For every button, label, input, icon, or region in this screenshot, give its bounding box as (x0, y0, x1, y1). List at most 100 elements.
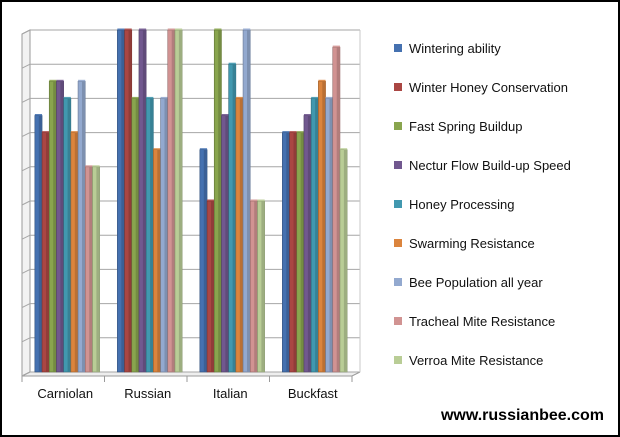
bar (325, 96, 334, 373)
bar-top (282, 131, 290, 133)
bar-top (257, 199, 265, 201)
bar-top (214, 28, 222, 30)
bar-top (303, 114, 312, 116)
bar (117, 28, 125, 373)
bar-shade (128, 30, 132, 372)
bar-shade (135, 98, 139, 373)
bar-top (296, 131, 304, 133)
legend-label: Fast Spring Buildup (409, 118, 523, 134)
bar-shade (315, 98, 319, 373)
gridline-depth (21, 303, 31, 309)
bar-top (56, 79, 64, 82)
bar-top (63, 96, 71, 99)
x-tick-label: Italian (213, 386, 248, 401)
bar-shade (336, 47, 340, 372)
bar (332, 45, 341, 373)
gridline-depth (21, 200, 31, 206)
bar (131, 96, 140, 373)
legend-swatch (394, 356, 402, 364)
bar-top (92, 165, 100, 167)
gridline-depth (21, 29, 31, 35)
bar-shade (150, 98, 154, 373)
bar-shade (142, 30, 147, 372)
bar (213, 28, 222, 373)
legend-item: Bee Population all year (394, 272, 543, 292)
legend-label: Swarming Resistance (409, 235, 535, 251)
legend-item: Fast Spring Buildup (394, 116, 522, 136)
bar-top (228, 62, 236, 65)
gridline-depth (21, 337, 31, 343)
bar-shade (225, 115, 229, 372)
bar-top (339, 148, 348, 150)
bar-top (250, 199, 258, 201)
bar-top (325, 96, 333, 99)
bar (310, 96, 319, 373)
bar-top (160, 96, 168, 99)
bar (145, 96, 154, 373)
bar-shade (164, 98, 168, 373)
bar-shade (46, 132, 50, 372)
legend-swatch (394, 239, 402, 247)
gridline-depth (21, 63, 31, 69)
bar (160, 96, 169, 373)
bar-top (85, 165, 93, 167)
gridline-depth (21, 371, 31, 377)
bar-top (78, 79, 86, 82)
bar-shade (178, 30, 183, 372)
bar-top (235, 96, 244, 99)
bar-top (117, 28, 125, 30)
bar (235, 96, 244, 373)
legend-item: Winter Honey Conservation (394, 77, 568, 97)
bar (296, 131, 305, 373)
bar-top (70, 131, 79, 133)
bar (282, 131, 290, 373)
legend-swatch (394, 161, 402, 169)
bar-shade (261, 201, 265, 372)
bar (70, 131, 79, 373)
bar (92, 165, 100, 373)
bar (84, 165, 93, 373)
bar (153, 148, 161, 373)
bar-top (318, 79, 326, 82)
gridline-depth (21, 97, 31, 103)
x-tick-label: Carniolan (37, 386, 93, 401)
legend-item: Swarming Resistance (394, 233, 535, 253)
bar (206, 199, 215, 373)
bar-shade (171, 30, 175, 372)
bar-shade (60, 81, 64, 373)
bar-shade (218, 30, 222, 372)
bar (199, 148, 208, 373)
bar-shade (300, 132, 304, 372)
bar (56, 79, 64, 373)
x-tick-label: Buckfast (288, 386, 338, 401)
bar (167, 28, 176, 373)
legend-label: Wintering ability (409, 40, 501, 56)
bar (48, 79, 57, 373)
gridline-depth (21, 166, 31, 172)
gridline-depth (21, 132, 31, 138)
bar-top (131, 96, 139, 99)
legend-item: Tracheal Mite Resistance (394, 311, 555, 331)
bar-top (167, 28, 175, 30)
bar (257, 199, 265, 373)
bar-shade (239, 98, 244, 373)
bar (34, 114, 43, 373)
bar-shade (329, 98, 333, 373)
bar-top (174, 28, 183, 30)
legend-label: Nectur Flow Build-up Speed (409, 157, 571, 173)
bar (228, 62, 237, 373)
bar (249, 199, 258, 373)
legend-swatch (394, 83, 402, 91)
bar-top (207, 199, 215, 201)
gridline-depth (21, 268, 31, 274)
legend-label: Bee Population all year (409, 274, 543, 290)
legend-item: Nectur Flow Build-up Speed (394, 155, 571, 175)
x-tick-label: Russian (124, 386, 171, 401)
bar (318, 79, 326, 373)
legend-swatch (394, 200, 402, 208)
bar-shade (121, 30, 125, 372)
bar-top (221, 114, 229, 116)
bar-top (311, 96, 319, 99)
bar-shade (254, 201, 258, 372)
